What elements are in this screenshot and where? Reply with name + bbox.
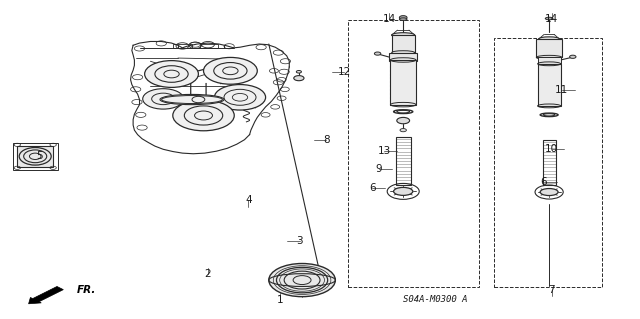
Ellipse shape xyxy=(539,37,559,41)
Circle shape xyxy=(145,61,198,87)
Bar xyxy=(13,143,58,170)
Circle shape xyxy=(570,55,576,58)
Ellipse shape xyxy=(160,94,224,105)
Text: 5: 5 xyxy=(36,151,43,161)
Ellipse shape xyxy=(545,17,553,20)
Ellipse shape xyxy=(399,18,407,20)
Bar xyxy=(17,146,53,167)
Text: 8: 8 xyxy=(323,135,330,145)
FancyArrow shape xyxy=(29,286,63,304)
Bar xyxy=(538,64,561,106)
Text: 1: 1 xyxy=(277,295,284,305)
Ellipse shape xyxy=(392,33,415,37)
Text: 3: 3 xyxy=(296,236,303,246)
Circle shape xyxy=(397,117,410,124)
Text: 11: 11 xyxy=(556,85,568,95)
Circle shape xyxy=(214,85,266,110)
Text: 7: 7 xyxy=(548,285,555,295)
Text: FR.: FR. xyxy=(77,285,96,295)
Ellipse shape xyxy=(540,189,558,196)
Circle shape xyxy=(374,52,381,55)
Text: 10: 10 xyxy=(545,144,558,154)
Bar xyxy=(536,39,562,57)
Bar xyxy=(389,53,417,61)
Ellipse shape xyxy=(394,188,413,195)
Circle shape xyxy=(294,76,304,81)
Bar xyxy=(543,140,556,185)
Bar xyxy=(173,44,192,48)
Bar xyxy=(396,137,411,185)
Circle shape xyxy=(400,129,406,132)
Ellipse shape xyxy=(392,51,415,55)
Circle shape xyxy=(399,16,407,19)
Text: 9: 9 xyxy=(376,164,382,174)
Text: 2: 2 xyxy=(205,269,211,279)
Text: 6: 6 xyxy=(541,177,547,188)
Circle shape xyxy=(143,89,184,109)
Bar xyxy=(200,44,218,48)
Text: 14: 14 xyxy=(383,14,396,24)
Circle shape xyxy=(296,70,301,73)
Bar xyxy=(348,20,479,287)
Text: 14: 14 xyxy=(545,14,558,24)
Bar xyxy=(538,57,561,64)
Circle shape xyxy=(269,263,335,297)
Bar xyxy=(390,60,416,105)
Bar xyxy=(392,35,415,53)
Text: 12: 12 xyxy=(338,67,351,77)
Circle shape xyxy=(204,57,257,84)
Circle shape xyxy=(173,100,234,131)
Text: 6: 6 xyxy=(369,183,376,193)
Ellipse shape xyxy=(19,147,51,165)
Text: S04A-M0300 A: S04A-M0300 A xyxy=(403,295,467,304)
Text: 13: 13 xyxy=(378,145,390,156)
Text: 4: 4 xyxy=(245,195,252,205)
Bar xyxy=(494,38,602,287)
